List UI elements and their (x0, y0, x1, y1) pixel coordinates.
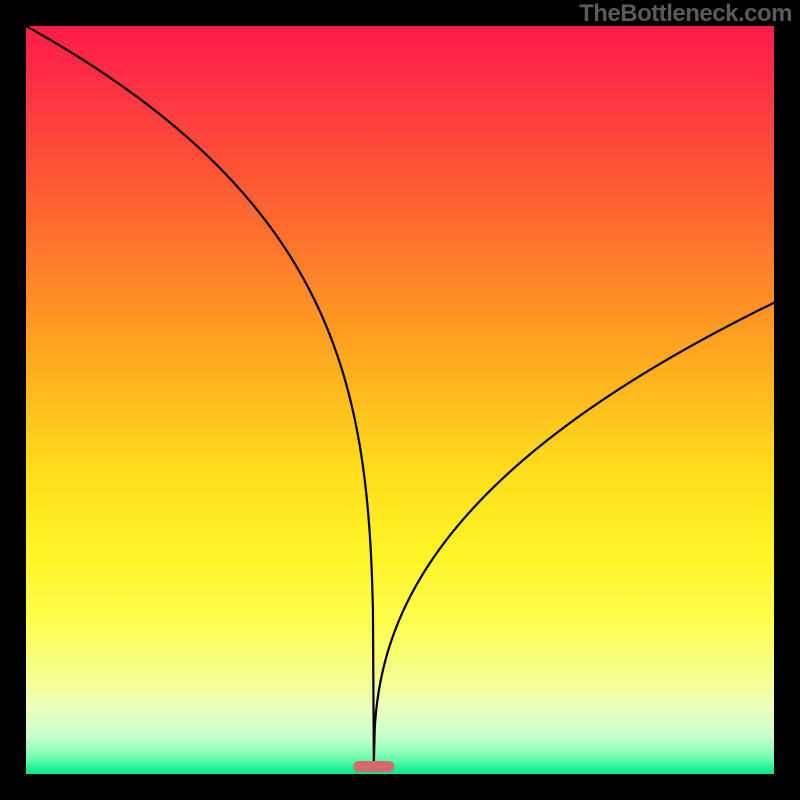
chart-svg (0, 0, 800, 800)
watermark-text: TheBottleneck.com (579, 0, 792, 28)
bottleneck-marker (353, 761, 394, 772)
figure-container: TheBottleneck.com (0, 0, 800, 800)
plot-area (26, 26, 774, 774)
